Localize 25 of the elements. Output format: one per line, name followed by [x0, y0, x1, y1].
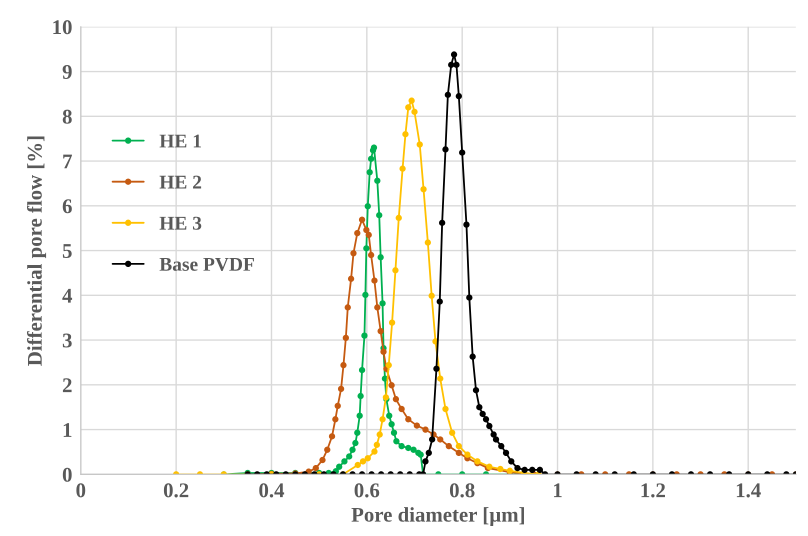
x-tick-label: 1.4: [736, 483, 761, 498]
y-tick-label: 8: [62, 110, 72, 124]
x-tick-label: 1.2: [642, 483, 665, 498]
y-tick-label: 10: [53, 20, 72, 34]
y-tick-label: 5: [62, 244, 72, 258]
y-tick-label: 2: [62, 378, 72, 392]
legend-label: Base PVDF: [160, 258, 254, 271]
x-tick-label: 0.4: [259, 483, 284, 498]
y-tick-label: 6: [62, 199, 72, 214]
y-tick-label: 1: [64, 423, 72, 437]
y-tick-label: 9: [62, 64, 72, 79]
x-tick-label: 0: [76, 483, 86, 498]
x-tick-label: 0.6: [354, 483, 380, 498]
x-tick-label: 1: [554, 483, 562, 498]
y-tick-label: 7: [63, 154, 72, 168]
legend-label: HE 3: [160, 216, 202, 230]
x-tick-label: 0.2: [164, 483, 188, 498]
x-tick-label: 0.8: [450, 483, 475, 498]
x-axis-title: Pore diameter [µm]: [352, 507, 524, 526]
y-tick-label: 0: [62, 468, 72, 482]
y-tick-label: 3: [62, 334, 72, 348]
legend-label: HE 2: [160, 176, 202, 189]
legend-label: HE 1: [160, 134, 201, 148]
y-axis-title: Differential pore flow [%]: [26, 136, 46, 366]
y-tick-label: 4: [62, 288, 72, 303]
